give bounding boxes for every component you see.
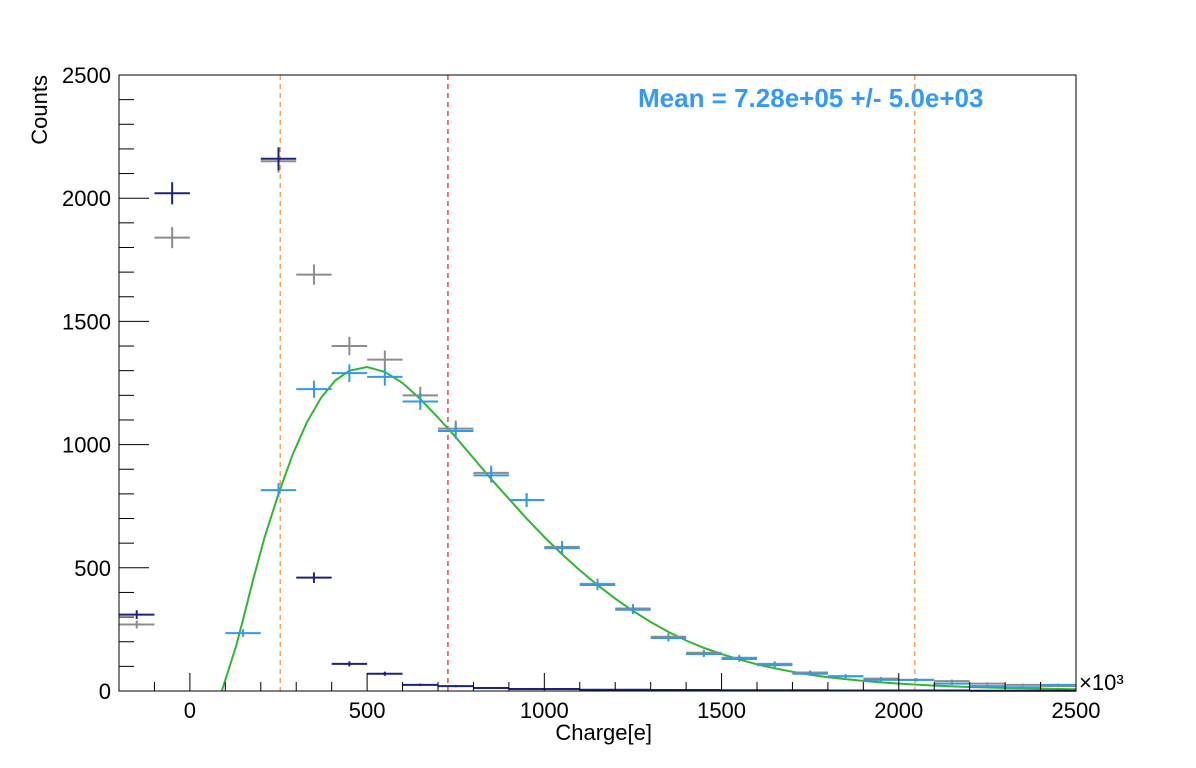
- y-tick-label: 2500: [62, 63, 111, 88]
- data-point-s1-3: [296, 572, 332, 583]
- data-point-s2-1: [260, 483, 297, 498]
- data-point-s1-7: [438, 684, 474, 688]
- data-point-s1-1: [154, 182, 190, 205]
- data-point-s1-13: [650, 689, 687, 692]
- data-point-s0-0: [119, 620, 155, 629]
- data-point-s2-3: [331, 364, 368, 382]
- data-point-s0-23: [934, 679, 970, 683]
- x-tick-label: 1500: [697, 698, 746, 723]
- data-point-s2-15: [757, 662, 793, 668]
- data-point-s2-8: [508, 493, 545, 507]
- data-point-s1-11: [579, 688, 616, 691]
- data-point-s1-0: [119, 610, 155, 619]
- mean-annotation: Mean = 7.28e+05 +/- 5.0e+03: [638, 83, 983, 113]
- data-point-s1-12: [615, 688, 651, 691]
- x-tick-label: 0: [184, 698, 196, 723]
- x-tick-label: 2000: [874, 698, 923, 723]
- data-point-s2-5: [402, 393, 438, 410]
- y-tick-label: 1500: [62, 309, 111, 334]
- x-tick-label: 1000: [520, 698, 569, 723]
- data-point-s1-9: [508, 688, 545, 691]
- data-point-s2-22: [1005, 686, 1041, 689]
- data-point-s2-16: [792, 671, 828, 676]
- y-tick-label: 500: [74, 556, 111, 581]
- data-point-s0-25: [1005, 683, 1041, 687]
- data-point-s2-12: [650, 634, 687, 642]
- data-point-s0-7: [367, 350, 403, 369]
- data-point-s1-14: [686, 689, 722, 692]
- y-axis-label: Counts: [27, 75, 52, 145]
- data-point-s1-4: [331, 661, 368, 667]
- data-point-s2-4: [367, 368, 403, 386]
- data-point-s0-1: [154, 227, 190, 249]
- data-point-s0-6: [331, 336, 368, 356]
- data-point-s2-9: [544, 542, 580, 555]
- data-point-s2-18: [863, 678, 899, 682]
- data-point-s2-21: [969, 684, 1006, 688]
- data-point-s1-10: [544, 688, 580, 691]
- data-point-s2-14: [721, 656, 757, 662]
- data-point-s2-10: [579, 579, 616, 591]
- data-point-s2-7: [473, 468, 509, 483]
- fit-curve-0: [220, 365, 1077, 692]
- data-point-s1-6: [402, 683, 438, 687]
- x-axis-multiplier: ×10³: [1079, 670, 1124, 695]
- data-point-s1-2: [260, 147, 297, 171]
- data-point-s2-2: [296, 380, 332, 398]
- data-point-s2-0: [225, 629, 261, 637]
- plot-frame: [118, 74, 1077, 692]
- y-tick-label: 1000: [62, 433, 111, 458]
- data-point-s0-5: [296, 264, 332, 285]
- data-point-s1-5: [367, 671, 403, 676]
- data-point-s2-11: [615, 605, 651, 615]
- y-tick-label: 2000: [62, 186, 111, 211]
- data-point-s2-23: [1040, 683, 1076, 687]
- data-point-s2-20: [934, 682, 970, 685]
- data-point-s1-8: [473, 687, 509, 690]
- y-tick-label: 0: [99, 679, 111, 704]
- x-tick-label: 2500: [1052, 698, 1101, 723]
- data-point-s2-13: [686, 651, 722, 658]
- data-point-s2-17: [827, 674, 864, 679]
- data-point-s0-24: [969, 682, 1006, 685]
- x-axis-label: Charge[e]: [555, 720, 652, 745]
- data-point-s2-6: [438, 423, 474, 440]
- x-tick-label: 500: [349, 698, 386, 723]
- data-point-s2-19: [898, 678, 935, 682]
